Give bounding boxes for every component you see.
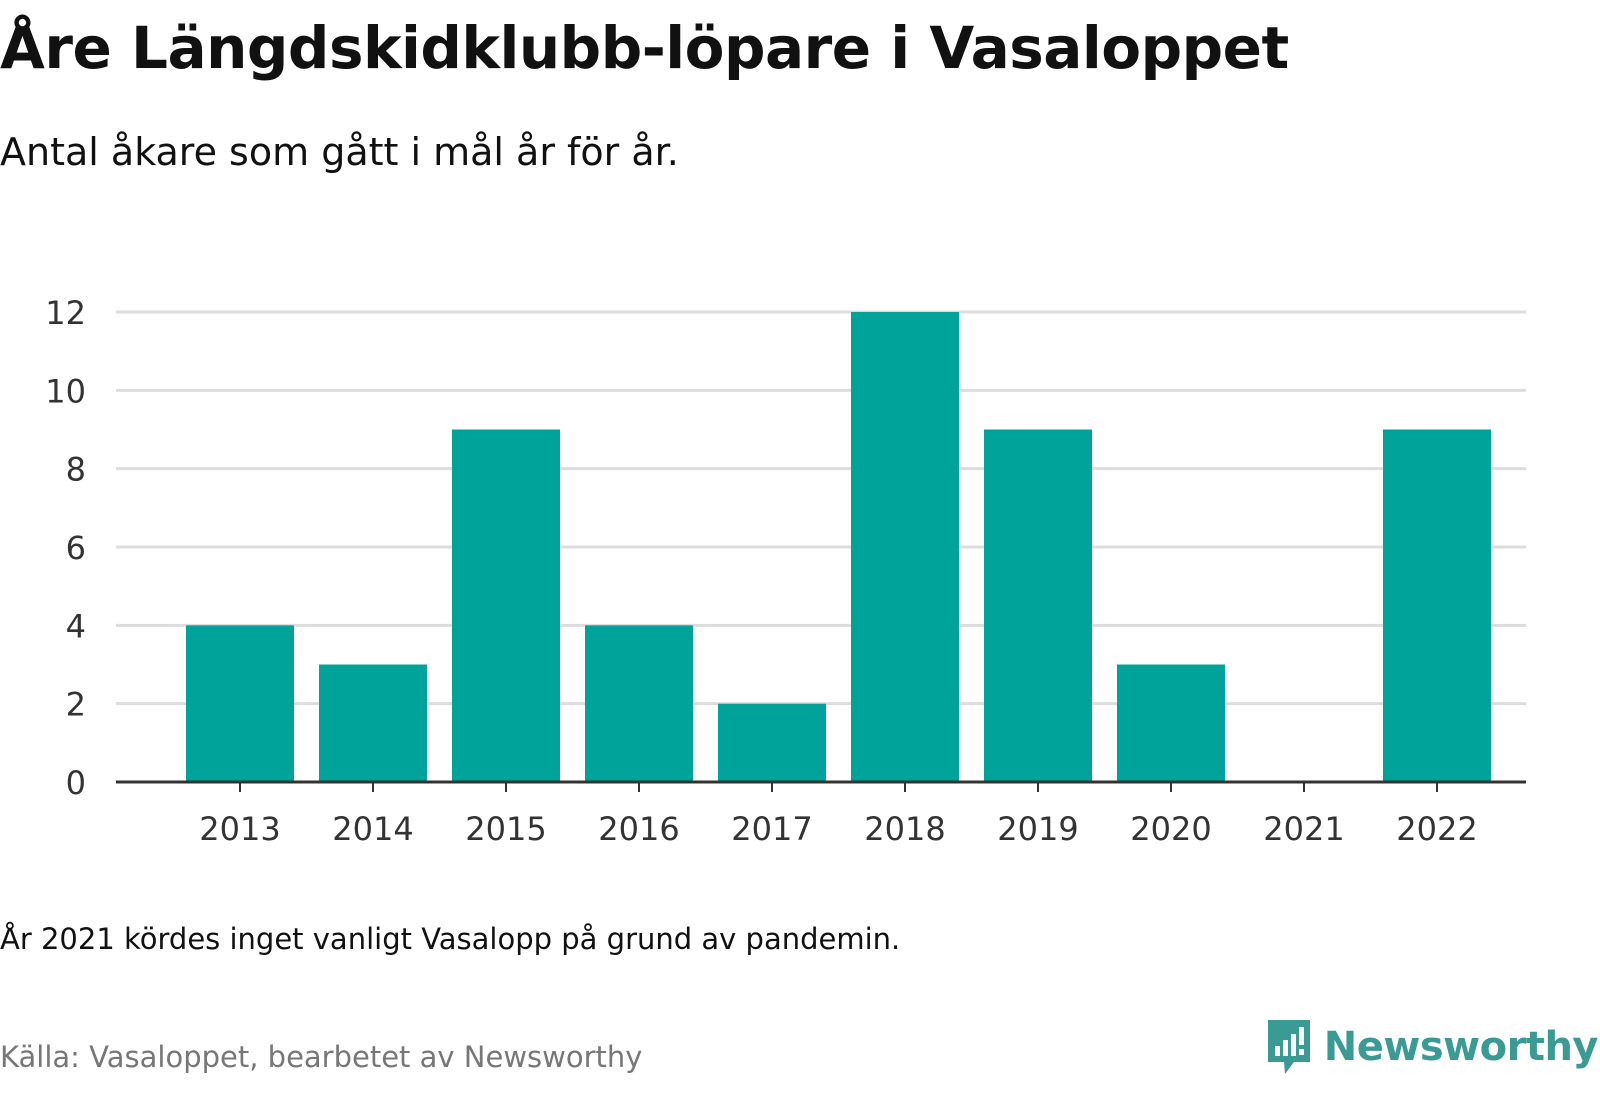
bar xyxy=(851,312,959,782)
y-tick-label: 0 xyxy=(66,764,86,802)
bar xyxy=(984,429,1092,782)
bar xyxy=(1383,429,1491,782)
x-tick-label: 2022 xyxy=(1396,810,1477,848)
bar xyxy=(718,703,826,782)
y-tick-label: 2 xyxy=(66,686,86,724)
bar xyxy=(1117,664,1225,782)
x-tick-label: 2013 xyxy=(199,810,280,848)
y-tick-label: 8 xyxy=(66,451,86,489)
x-tick-label: 2016 xyxy=(598,810,679,848)
bar xyxy=(585,625,693,782)
x-tick-label: 2019 xyxy=(997,810,1078,848)
chart-subtitle: Antal åkare som gått i mål år för år. xyxy=(0,130,679,174)
bar xyxy=(186,625,294,782)
x-tick-label: 2015 xyxy=(465,810,546,848)
chart-title: Åre Längdskidklubb-löpare i Vasaloppet xyxy=(0,14,1289,82)
x-tick-label: 2018 xyxy=(864,810,945,848)
bar xyxy=(319,664,427,782)
y-tick-label: 6 xyxy=(66,529,86,567)
bar xyxy=(452,429,560,782)
bar-chart: 0 2 4 6 8 10 12 2013 2014 2015 2016 2017 2018 2019 202… xyxy=(45,294,1526,848)
x-tick-label: 2021 xyxy=(1263,810,1344,848)
x-tick-label: 2020 xyxy=(1130,810,1211,848)
y-tick-label: 12 xyxy=(45,294,86,332)
newsworthy-logo-icon xyxy=(1267,1020,1310,1074)
x-tick-label: 2014 xyxy=(332,810,413,848)
y-tick-label: 10 xyxy=(45,372,86,410)
y-tick-label: 4 xyxy=(66,607,86,645)
brand-name: Newsworthy xyxy=(1323,1024,1599,1070)
source-text: Källa: Vasaloppet, bearbetet av Newswort… xyxy=(0,1040,643,1074)
chart-note: År 2021 kördes inget vanligt Vasalopp på… xyxy=(0,922,901,956)
brand-logo: Newsworthy xyxy=(1264,1018,1599,1076)
x-tick-label: 2017 xyxy=(731,810,812,848)
